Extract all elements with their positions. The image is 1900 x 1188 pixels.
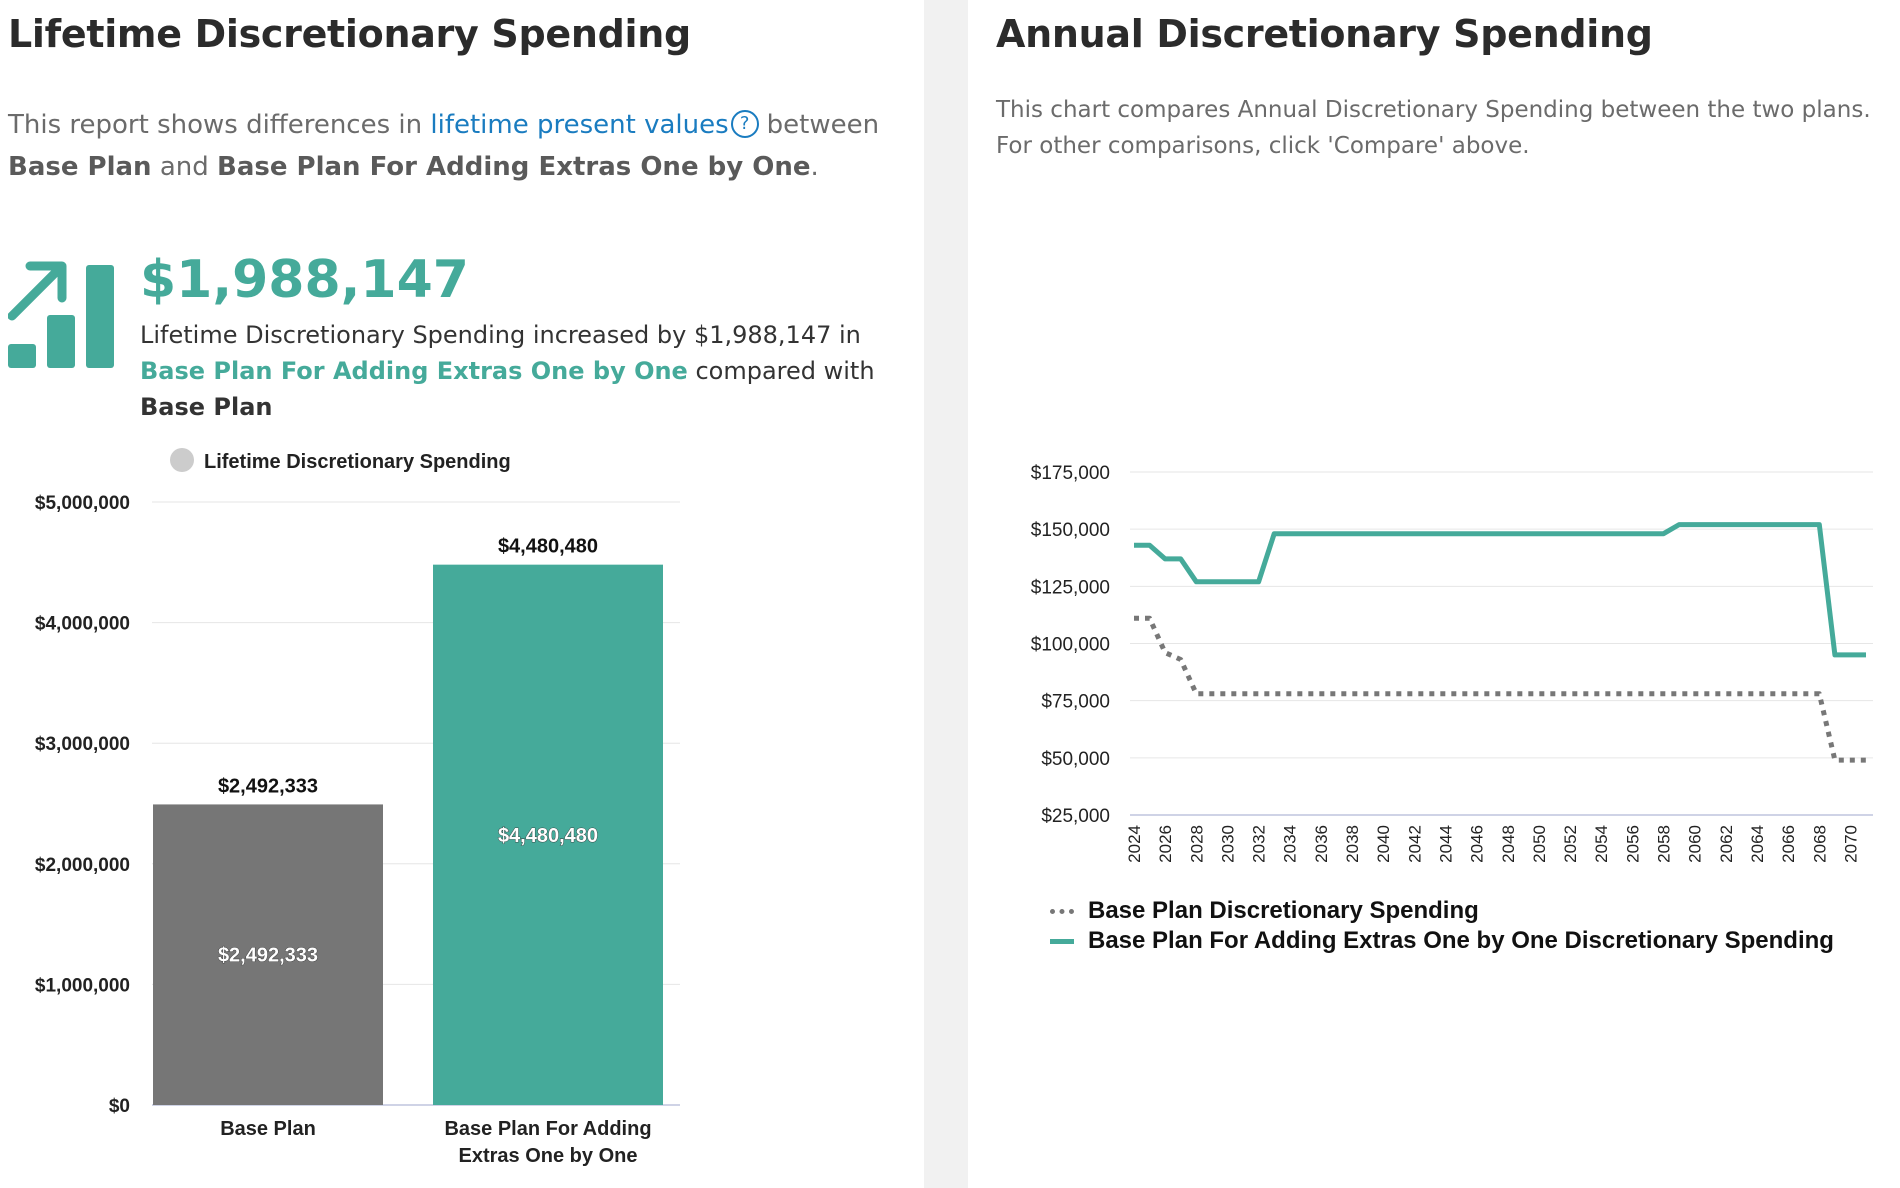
line-x-tick-label: 2030: [1218, 825, 1237, 863]
series-line-extras-plan[interactable]: [1134, 522, 1866, 658]
panel-divider: [924, 0, 968, 1188]
line-x-tick-label: 2026: [1156, 825, 1175, 863]
bar-y-tick-label: $5,000,000: [35, 493, 130, 514]
line-x-tick-label: 2040: [1374, 825, 1393, 863]
line-y-tick-label: $100,000: [1031, 635, 1110, 656]
legend-swatch-dotted: [1050, 908, 1074, 914]
line-y-tick-label: $125,000: [1031, 577, 1110, 598]
line-x-tick-label: 2064: [1748, 825, 1767, 863]
bar-y-tick-label: $2,000,000: [35, 855, 130, 876]
bar-value-label: $4,480,480: [498, 536, 598, 558]
line-y-tick-label: $150,000: [1031, 520, 1110, 541]
line-x-tick-label: 2060: [1686, 825, 1705, 863]
legend-item-extras-plan[interactable]: Base Plan For Adding Extras One by One D…: [1050, 926, 1834, 956]
series-line-base-plan[interactable]: [1134, 615, 1866, 763]
summary-mid: compared with: [695, 357, 875, 385]
line-x-tick-label: 2046: [1468, 825, 1487, 863]
bar-inner-value-label: $2,492,333: [218, 945, 318, 967]
lifetime-spending-panel: Lifetime Discretionary Spending This rep…: [0, 0, 924, 1188]
line-x-tick-label: 2066: [1779, 825, 1798, 863]
bar-category-label: Extras One by One: [459, 1145, 638, 1167]
bar-legend-label[interactable]: Lifetime Discretionary Spending: [204, 451, 511, 473]
bar-y-tick-label: $3,000,000: [35, 734, 130, 755]
summary-plan-b: Base Plan For Adding Extras One by One: [140, 357, 688, 385]
legend-label-extras-plan: Base Plan For Adding Extras One by One D…: [1088, 927, 1834, 954]
annual-spending-title: Annual Discretionary Spending: [996, 12, 1653, 56]
trending-up-bars-icon: [8, 261, 114, 368]
lifetime-spending-title: Lifetime Discretionary Spending: [8, 12, 691, 56]
legend-label-base-plan: Base Plan Discretionary Spending: [1088, 897, 1479, 924]
bar-base-plan[interactable]: [153, 804, 383, 1105]
summary-plan-a: Base Plan: [140, 393, 273, 421]
line-y-tick-label: $50,000: [1041, 749, 1110, 770]
line-x-tick-label: 2068: [1810, 825, 1829, 863]
intro-prefix: This report shows differences in: [8, 110, 423, 140]
bar-value-label: $2,492,333: [218, 775, 318, 797]
line-x-tick-label: 2054: [1592, 825, 1611, 863]
line-x-tick-label: 2052: [1561, 825, 1580, 863]
legend-swatch-solid: [1050, 938, 1074, 944]
line-x-tick-label: 2056: [1623, 825, 1642, 863]
legend-item-base-plan[interactable]: Base Plan Discretionary Spending: [1050, 896, 1834, 926]
lifetime-spending-bar-chart: $0 $1,000,000 $2,000,000 $3,000,000 $4,000,0…: [35, 448, 680, 1167]
line-x-tick-label: 2048: [1499, 825, 1518, 863]
line-x-tick-label: 2038: [1343, 825, 1362, 863]
intro-between: between: [766, 110, 880, 140]
annual-spending-panel: Annual Discretionary Spending This chart…: [968, 0, 1900, 1188]
line-x-tick-label: 2044: [1436, 825, 1455, 863]
line-x-tick-label: 2042: [1405, 825, 1424, 863]
bar-y-tick-label: $0: [109, 1096, 130, 1117]
bar-category-label: Base Plan For Adding: [444, 1118, 651, 1140]
line-y-tick-label: $175,000: [1031, 463, 1110, 484]
line-y-tick-label: $75,000: [1041, 692, 1110, 713]
summary-prefix: Lifetime Discretionary Spending increase…: [140, 321, 861, 349]
line-x-tick-label: 2036: [1312, 825, 1331, 863]
line-x-tick-label: 2062: [1717, 825, 1736, 863]
question-circle-icon[interactable]: ?: [730, 110, 759, 138]
annual-spending-line-chart: $25,000 $50,000 $75,000 $100,000 $125,000 $15…: [1031, 463, 1873, 863]
intro-plan-b: Base Plan For Adding Extras One by One: [217, 152, 811, 182]
line-y-tick-label: $25,000: [1041, 806, 1110, 827]
intro-plan-a: Base Plan: [8, 152, 152, 182]
line-x-tick-label: 2028: [1187, 825, 1206, 863]
annual-spending-description: This chart compares Annual Discretionary…: [996, 97, 1871, 159]
intro-period: .: [810, 152, 819, 182]
line-x-tick-label: 2070: [1841, 825, 1860, 863]
report-intro: This report shows differences in lifetim…: [8, 104, 908, 188]
line-x-tick-label: 2024: [1125, 825, 1144, 863]
bar-category-label: Base Plan: [220, 1118, 316, 1140]
bar-y-tick-label: $4,000,000: [35, 614, 130, 635]
bar-extras-plan[interactable]: [433, 564, 663, 1105]
bar-y-tick-label: $1,000,000: [35, 975, 130, 996]
bar-inner-value-label: $4,480,480: [498, 825, 598, 847]
intro-and: and: [159, 152, 209, 182]
line-x-tick-label: 2032: [1250, 825, 1269, 863]
line-chart-legend: Base Plan Discretionary Spending Base Pl…: [1050, 896, 1834, 956]
line-x-tick-label: 2058: [1655, 825, 1674, 863]
bar-legend-marker[interactable]: [170, 448, 194, 472]
spending-difference-value: $1,988,147: [140, 250, 469, 310]
line-x-tick-label: 2050: [1530, 825, 1549, 863]
lifetime-present-values-link[interactable]: lifetime present values: [430, 110, 729, 140]
spending-summary: Lifetime Discretionary Spending increase…: [140, 317, 900, 425]
line-x-tick-label: 2034: [1281, 825, 1300, 863]
